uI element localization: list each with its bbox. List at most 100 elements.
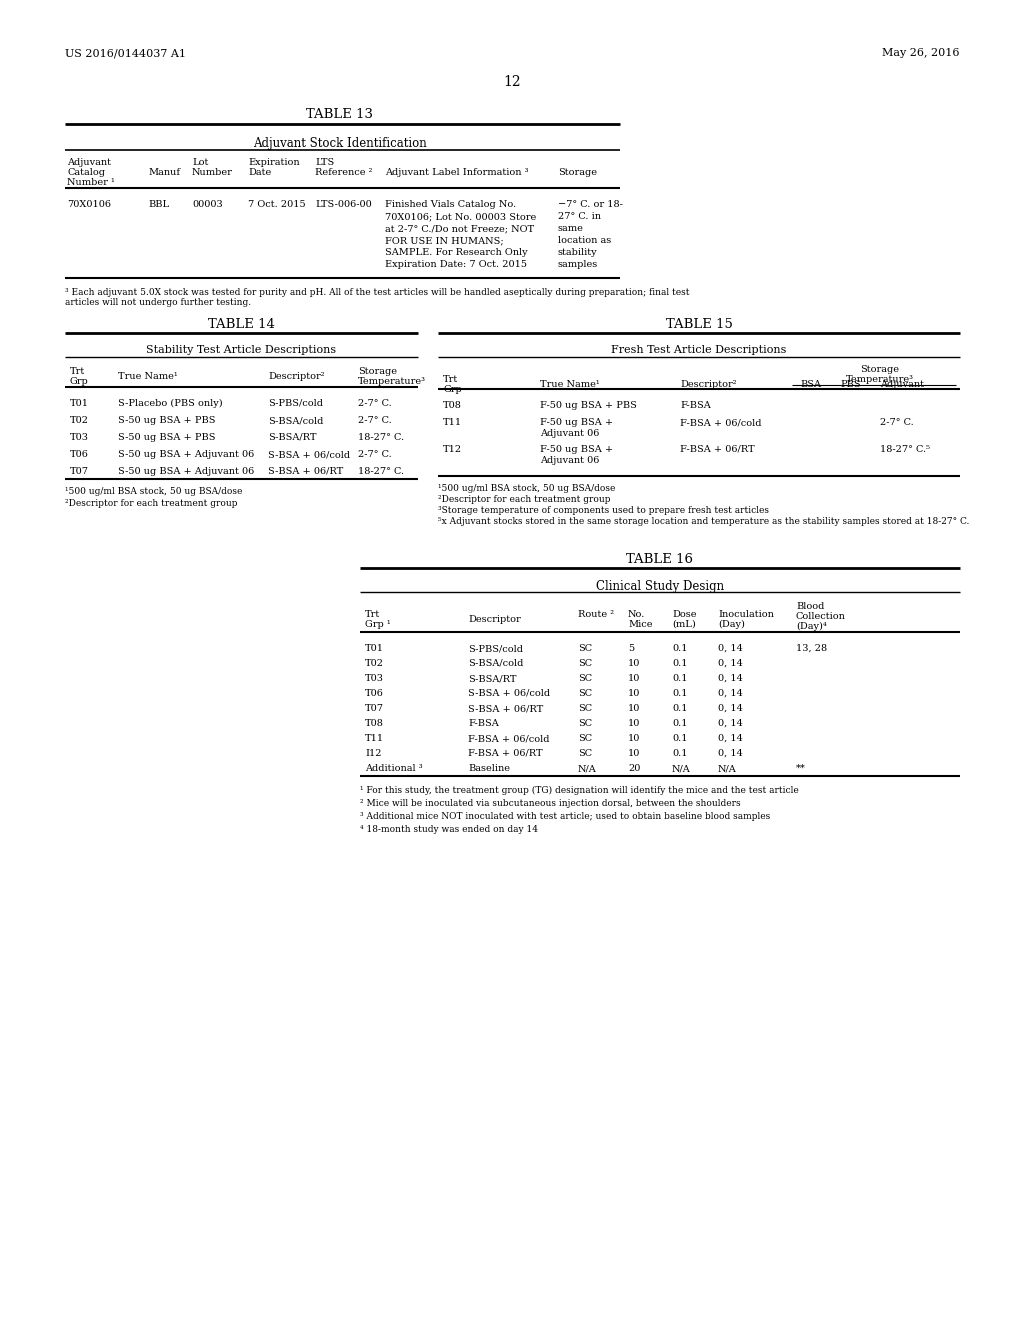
Text: Storage: Storage <box>860 366 899 374</box>
Text: Reference ²: Reference ² <box>315 168 373 177</box>
Text: Inoculation: Inoculation <box>718 610 774 619</box>
Text: Adjuvant 06: Adjuvant 06 <box>540 429 599 438</box>
Text: 2-7° C.: 2-7° C. <box>358 416 392 425</box>
Text: SC: SC <box>578 689 592 698</box>
Text: SC: SC <box>578 675 592 682</box>
Text: 0, 14: 0, 14 <box>718 659 742 668</box>
Text: ¹500 ug/ml BSA stock, 50 ug BSA/dose: ¹500 ug/ml BSA stock, 50 ug BSA/dose <box>438 484 615 492</box>
Text: TABLE 16: TABLE 16 <box>627 553 693 566</box>
Text: TABLE 13: TABLE 13 <box>306 108 374 121</box>
Text: (Day)⁴: (Day)⁴ <box>796 622 826 631</box>
Text: SC: SC <box>578 734 592 743</box>
Text: ² Mice will be inoculated via subcutaneous injection dorsal, between the shoulde: ² Mice will be inoculated via subcutaneo… <box>360 799 740 808</box>
Text: Descriptor²: Descriptor² <box>680 380 736 389</box>
Text: S-50 ug BSA + PBS: S-50 ug BSA + PBS <box>118 433 215 442</box>
Text: T01: T01 <box>70 399 89 408</box>
Text: Date: Date <box>248 168 271 177</box>
Text: T07: T07 <box>365 704 384 713</box>
Text: Temperature³: Temperature³ <box>846 375 914 384</box>
Text: Catalog: Catalog <box>67 168 105 177</box>
Text: Dose: Dose <box>672 610 696 619</box>
Text: PBS: PBS <box>840 380 860 389</box>
Text: S-PBS/cold: S-PBS/cold <box>468 644 523 653</box>
Text: S-50 ug BSA + Adjuvant 06: S-50 ug BSA + Adjuvant 06 <box>118 467 254 477</box>
Text: TABLE 15: TABLE 15 <box>666 318 732 331</box>
Text: F-BSA + 06/RT: F-BSA + 06/RT <box>680 445 755 454</box>
Text: ³Storage temperature of components used to prepare fresh test articles: ³Storage temperature of components used … <box>438 506 769 515</box>
Text: S-BSA + 06/RT: S-BSA + 06/RT <box>268 467 343 477</box>
Text: 20: 20 <box>628 764 640 774</box>
Text: S-BSA + 06/cold: S-BSA + 06/cold <box>468 689 550 698</box>
Text: SC: SC <box>578 748 592 758</box>
Text: at 2-7° C./Do not Freeze; NOT: at 2-7° C./Do not Freeze; NOT <box>385 224 535 234</box>
Text: Adjuvant: Adjuvant <box>880 380 924 389</box>
Text: 10: 10 <box>628 719 640 729</box>
Text: 0, 14: 0, 14 <box>718 734 742 743</box>
Text: Blood: Blood <box>796 602 824 611</box>
Text: 12: 12 <box>503 75 521 88</box>
Text: **: ** <box>796 764 806 774</box>
Text: Stability Test Article Descriptions: Stability Test Article Descriptions <box>146 345 337 355</box>
Text: 0.1: 0.1 <box>672 644 687 653</box>
Text: S-50 ug BSA + PBS: S-50 ug BSA + PBS <box>118 416 215 425</box>
Text: F-50 ug BSA +: F-50 ug BSA + <box>540 418 613 426</box>
Text: Grp: Grp <box>443 385 462 393</box>
Text: Adjuvant Label Information ³: Adjuvant Label Information ³ <box>385 168 528 177</box>
Text: Collection: Collection <box>796 612 846 620</box>
Text: 0, 14: 0, 14 <box>718 689 742 698</box>
Text: No.: No. <box>628 610 645 619</box>
Text: Storage: Storage <box>558 168 597 177</box>
Text: T02: T02 <box>70 416 89 425</box>
Text: I12: I12 <box>365 748 382 758</box>
Text: F-BSA + 06/cold: F-BSA + 06/cold <box>680 418 762 426</box>
Text: Grp ¹: Grp ¹ <box>365 620 391 630</box>
Text: BBL: BBL <box>148 201 169 209</box>
Text: Route ²: Route ² <box>578 610 614 619</box>
Text: TABLE 14: TABLE 14 <box>208 318 274 331</box>
Text: 0.1: 0.1 <box>672 659 687 668</box>
Text: 0.1: 0.1 <box>672 748 687 758</box>
Text: S-BSA/cold: S-BSA/cold <box>468 659 523 668</box>
Text: 0.1: 0.1 <box>672 704 687 713</box>
Text: SC: SC <box>578 719 592 729</box>
Text: 7 Oct. 2015: 7 Oct. 2015 <box>248 201 305 209</box>
Text: SC: SC <box>578 644 592 653</box>
Text: 18-27° C.: 18-27° C. <box>358 433 404 442</box>
Text: Expiration: Expiration <box>248 158 300 168</box>
Text: S-Placebo (PBS only): S-Placebo (PBS only) <box>118 399 222 408</box>
Text: T08: T08 <box>365 719 384 729</box>
Text: T08: T08 <box>443 401 462 411</box>
Text: SC: SC <box>578 659 592 668</box>
Text: LTS-006-00: LTS-006-00 <box>315 201 372 209</box>
Text: Storage: Storage <box>358 367 397 376</box>
Text: same: same <box>558 224 584 234</box>
Text: 0.1: 0.1 <box>672 675 687 682</box>
Text: Lot: Lot <box>193 158 208 168</box>
Text: 0, 14: 0, 14 <box>718 675 742 682</box>
Text: T07: T07 <box>70 467 89 477</box>
Text: ²Descriptor for each treatment group: ²Descriptor for each treatment group <box>65 499 238 508</box>
Text: (mL): (mL) <box>672 620 695 630</box>
Text: Adjuvant 06: Adjuvant 06 <box>540 455 599 465</box>
Text: Descriptor: Descriptor <box>468 615 521 624</box>
Text: 70X0106: 70X0106 <box>67 201 111 209</box>
Text: ³ Additional mice NOT inoculated with test article; used to obtain baseline bloo: ³ Additional mice NOT inoculated with te… <box>360 812 770 821</box>
Text: Trt: Trt <box>443 375 459 384</box>
Text: 0, 14: 0, 14 <box>718 748 742 758</box>
Text: Clinical Study Design: Clinical Study Design <box>596 579 724 593</box>
Text: 10: 10 <box>628 689 640 698</box>
Text: May 26, 2016: May 26, 2016 <box>883 48 961 58</box>
Text: F-BSA: F-BSA <box>680 401 711 411</box>
Text: Manuf: Manuf <box>148 168 180 177</box>
Text: Finished Vials Catalog No.: Finished Vials Catalog No. <box>385 201 516 209</box>
Text: F-50 ug BSA + PBS: F-50 ug BSA + PBS <box>540 401 637 411</box>
Text: T11: T11 <box>443 418 462 426</box>
Text: True Name¹: True Name¹ <box>540 380 600 389</box>
Text: T01: T01 <box>365 644 384 653</box>
Text: (Day): (Day) <box>718 620 744 630</box>
Text: Baseline: Baseline <box>468 764 510 774</box>
Text: Fresh Test Article Descriptions: Fresh Test Article Descriptions <box>611 345 786 355</box>
Text: 10: 10 <box>628 734 640 743</box>
Text: ¹ For this study, the treatment group (TG) designation will identify the mice an: ¹ For this study, the treatment group (T… <box>360 785 799 795</box>
Text: stability: stability <box>558 248 598 257</box>
